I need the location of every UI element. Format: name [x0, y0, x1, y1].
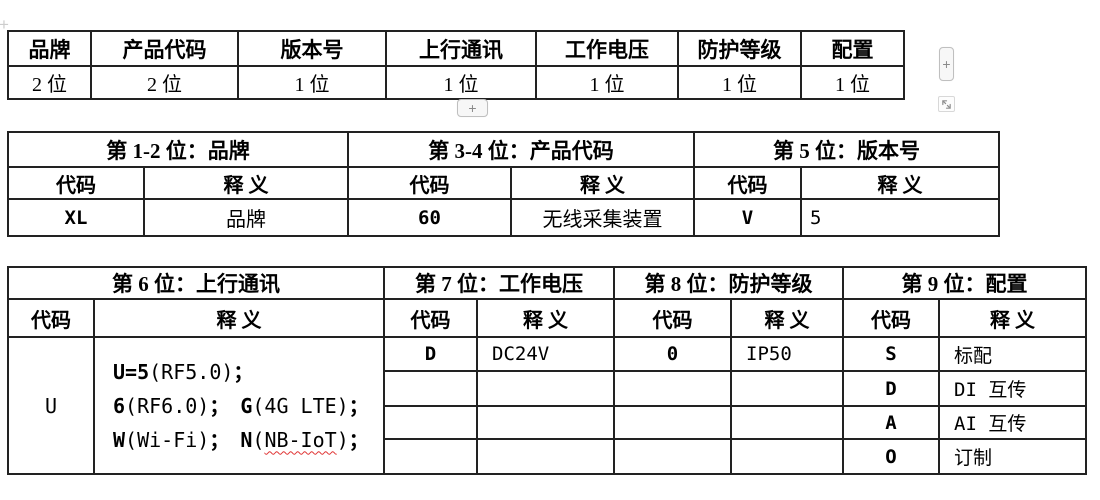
voltage-code-cell[interactable]: [383, 438, 478, 475]
uplink-segment: (RF6.0): [125, 393, 210, 418]
config-meaning-cell[interactable]: DI 互传: [938, 370, 1087, 407]
voltage-code-cell[interactable]: D: [383, 336, 478, 372]
uplink-segment: U=5: [113, 359, 150, 384]
uplink-segment: ): [336, 427, 349, 452]
voltage-meaning-cell[interactable]: [476, 438, 615, 475]
protection-meaning-cell[interactable]: [730, 405, 844, 440]
voltage-code-cell[interactable]: [383, 405, 478, 440]
voltage-meaning-cell[interactable]: DC24V: [476, 336, 615, 372]
version-meaning-cell[interactable]: 5: [800, 198, 1000, 237]
header-cell[interactable]: 产品代码: [90, 30, 239, 67]
protection-meaning-cell[interactable]: IP50: [730, 336, 844, 372]
add-column-button[interactable]: +: [939, 47, 954, 81]
uplink-line: U=5(RF5.0)；: [113, 355, 382, 389]
header-cell[interactable]: 防护等级: [677, 30, 802, 67]
digit-count-cell[interactable]: 1 位: [800, 65, 905, 100]
digit-count-cell[interactable]: 2 位: [90, 65, 239, 100]
digits-6-9-table: 第 6 位：上行通讯 第 7 位：工作电压 第 8 位：防护等级 第 9 位：配…: [7, 266, 1087, 475]
table-move-handle-icon[interactable]: +: [0, 15, 9, 34]
table-resize-icon[interactable]: [938, 96, 955, 112]
code-structure-table: 品牌 产品代码 版本号 上行通讯 工作电压 防护等级 配置 2 位 2 位 1 …: [7, 30, 905, 100]
uplink-segment-spellcheck: NB-IoT: [264, 427, 337, 452]
config-code-cell[interactable]: S: [842, 336, 940, 372]
meaning-label-cell[interactable]: 释 义: [800, 166, 1000, 200]
uplink-segment: ；: [348, 427, 369, 452]
digit-count-cell[interactable]: 1 位: [237, 65, 387, 100]
uplink-segment: ；: [209, 393, 230, 418]
protection-code-cell[interactable]: 0: [613, 336, 732, 372]
group-header-config[interactable]: 第 9 位：配置: [842, 266, 1087, 300]
meaning-label-cell[interactable]: 释 义: [476, 298, 615, 338]
code-label-cell[interactable]: 代码: [383, 298, 478, 338]
digit-count-cell[interactable]: 1 位: [677, 65, 802, 100]
config-code-cell[interactable]: D: [842, 370, 940, 407]
uplink-segment: (RF5.0): [149, 359, 234, 384]
digit-count-cell[interactable]: 1 位: [535, 65, 679, 100]
meaning-label-cell[interactable]: 释 义: [93, 298, 385, 338]
voltage-meaning-cell[interactable]: [476, 370, 615, 407]
config-meaning-cell[interactable]: 订制: [938, 438, 1087, 475]
header-cell[interactable]: 上行通讯: [385, 30, 537, 67]
protection-code-cell[interactable]: [613, 370, 732, 407]
add-row-button[interactable]: +: [457, 99, 488, 117]
meaning-label-cell[interactable]: 释 义: [938, 298, 1087, 338]
uplink-code-cell[interactable]: U: [7, 336, 95, 475]
code-label-cell[interactable]: 代码: [7, 298, 95, 338]
header-cell[interactable]: 配置: [800, 30, 905, 67]
uplink-segment: (4G LTE): [252, 393, 349, 418]
code-label-cell[interactable]: 代码: [613, 298, 732, 338]
group-header-version[interactable]: 第 5 位：版本号: [693, 131, 1000, 168]
uplink-segment: N: [240, 427, 253, 452]
protection-code-cell[interactable]: [613, 405, 732, 440]
protection-code-cell[interactable]: [613, 438, 732, 475]
product-meaning-cell[interactable]: 无线采集装置: [510, 198, 695, 237]
config-code-cell[interactable]: A: [842, 405, 940, 440]
uplink-segment: ；: [233, 359, 254, 384]
digit-count-cell[interactable]: 2 位: [7, 65, 92, 100]
meaning-label-cell[interactable]: 释 义: [510, 166, 695, 200]
code-label-cell[interactable]: 代码: [842, 298, 940, 338]
header-cell[interactable]: 品牌: [7, 30, 92, 67]
group-header-protection[interactable]: 第 8 位：防护等级: [613, 266, 844, 300]
config-meaning-cell[interactable]: AI 互传: [938, 405, 1087, 440]
uplink-segment: (: [252, 427, 265, 452]
group-header-voltage[interactable]: 第 7 位：工作电压: [383, 266, 615, 300]
header-cell[interactable]: 工作电压: [535, 30, 679, 67]
product-code-cell[interactable]: 60: [347, 198, 512, 237]
voltage-code-cell[interactable]: [383, 370, 478, 407]
group-header-uplink[interactable]: 第 6 位：上行通讯: [7, 266, 385, 300]
digits-1-5-table: 第 1-2 位：品牌 第 3-4 位：产品代码 第 5 位：版本号 代码 释 义…: [7, 131, 1000, 237]
group-header-product-code[interactable]: 第 3-4 位：产品代码: [347, 131, 695, 168]
protection-meaning-cell[interactable]: [730, 438, 844, 475]
config-meaning-cell[interactable]: 标配: [938, 336, 1087, 372]
uplink-segment: W: [113, 427, 126, 452]
uplink-line: W(Wi-Fi)； N(NB-IoT)；: [113, 423, 382, 457]
uplink-segment: (Wi-Fi): [125, 427, 210, 452]
uplink-segment: ；: [209, 427, 230, 452]
meaning-label-cell[interactable]: 释 义: [143, 166, 349, 200]
config-code-cell[interactable]: O: [842, 438, 940, 475]
uplink-line: 6(RF6.0)； G(4G LTE)；: [113, 389, 382, 423]
meaning-label-cell[interactable]: 释 义: [730, 298, 844, 338]
code-label-cell[interactable]: 代码: [693, 166, 802, 200]
uplink-meaning-cell[interactable]: U=5(RF5.0)； 6(RF6.0)； G(4G LTE)； W(Wi-Fi)…: [93, 336, 385, 475]
uplink-segment: 6: [113, 393, 126, 418]
header-cell[interactable]: 版本号: [237, 30, 387, 67]
diagonal-arrows-icon: [942, 99, 951, 109]
code-label-cell[interactable]: 代码: [347, 166, 512, 200]
code-label-cell[interactable]: 代码: [7, 166, 145, 200]
brand-meaning-cell[interactable]: 品牌: [143, 198, 349, 237]
version-code-cell[interactable]: V: [693, 198, 802, 237]
uplink-segment: ；: [348, 393, 369, 418]
voltage-meaning-cell[interactable]: [476, 405, 615, 440]
protection-meaning-cell[interactable]: [730, 370, 844, 407]
digit-count-cell[interactable]: 1 位: [385, 65, 537, 100]
brand-code-cell[interactable]: XL: [7, 198, 145, 237]
uplink-segment: G: [240, 393, 253, 418]
group-header-brand[interactable]: 第 1-2 位：品牌: [7, 131, 349, 168]
